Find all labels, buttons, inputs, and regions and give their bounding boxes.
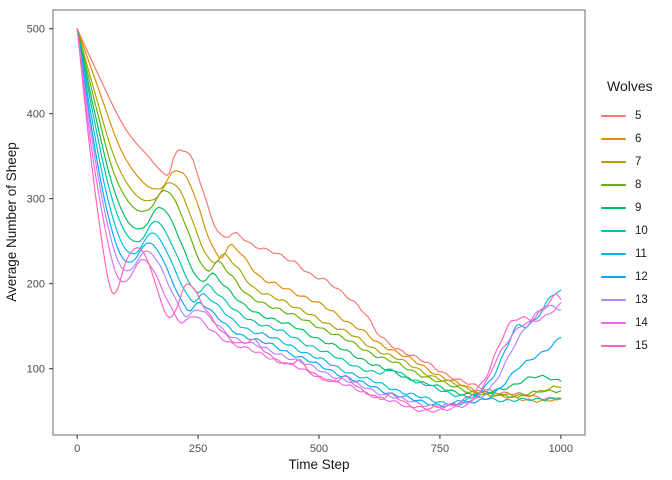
legend-item-8: 8 [601, 173, 671, 196]
legend-item-11: 11 [601, 242, 671, 265]
legend-label: 8 [635, 178, 642, 191]
legend-item-6: 6 [601, 127, 671, 150]
y-tick-label: 200 [27, 279, 45, 291]
legend-swatch [601, 160, 626, 163]
legend-item-15: 15 [601, 334, 671, 357]
x-axis-title: Time Step [288, 457, 349, 472]
legend-label: 5 [635, 109, 642, 122]
legend-swatch [601, 206, 626, 209]
legend-item-12: 12 [601, 265, 671, 288]
x-tick-label: 250 [189, 443, 207, 455]
y-tick-label: 500 [27, 24, 45, 36]
legend-label: 10 [635, 224, 648, 237]
legend-swatch [601, 183, 626, 186]
series-line-15 [76, 28, 562, 411]
legend-item-7: 7 [601, 150, 671, 173]
legend-swatch [601, 298, 626, 301]
legend-item-13: 13 [601, 288, 671, 311]
legend-label: 9 [635, 201, 642, 214]
legend-swatch [601, 321, 626, 324]
legend-label: 12 [635, 270, 648, 283]
y-tick-label: 400 [27, 109, 45, 121]
legend-swatch [601, 344, 626, 347]
legend-item-10: 10 [601, 219, 671, 242]
legend-item-5: 5 [601, 104, 671, 127]
legend-label: 7 [635, 155, 642, 168]
legend-label: 6 [635, 132, 642, 145]
x-tick-label: 1000 [549, 443, 573, 455]
series-line-11 [76, 28, 562, 406]
legend-items: 5 6 7 8 9 10 11 12 13 14 15 [601, 104, 671, 357]
legend-swatch [601, 114, 626, 117]
series-line-13 [76, 28, 562, 409]
legend-label: 14 [635, 316, 648, 329]
legend-swatch [601, 275, 626, 278]
y-tick-label: 300 [27, 194, 45, 206]
x-tick-label: 0 [74, 443, 80, 455]
legend-item-14: 14 [601, 311, 671, 334]
legend-swatch [601, 137, 626, 140]
legend-label: 15 [635, 339, 648, 352]
y-tick-label: 100 [27, 364, 45, 376]
x-tick-label: 500 [310, 443, 328, 455]
legend-label: 11 [635, 247, 647, 260]
legend-label: 13 [635, 293, 648, 306]
series-line-6 [76, 28, 562, 404]
legend-swatch [601, 229, 626, 232]
series-line-12 [76, 28, 562, 408]
x-tick-label: 750 [431, 443, 449, 455]
y-axis-title: Average Number of Sheep [4, 142, 19, 302]
legend-swatch [601, 252, 626, 255]
legend-item-9: 9 [601, 196, 671, 219]
series-line-5 [76, 28, 562, 401]
legend-title: Wolves [607, 78, 653, 94]
series-line-14 [76, 28, 562, 413]
series-line-10 [76, 28, 562, 403]
legend: Wolves 5 6 7 8 9 10 11 12 13 14 15 [601, 78, 671, 357]
